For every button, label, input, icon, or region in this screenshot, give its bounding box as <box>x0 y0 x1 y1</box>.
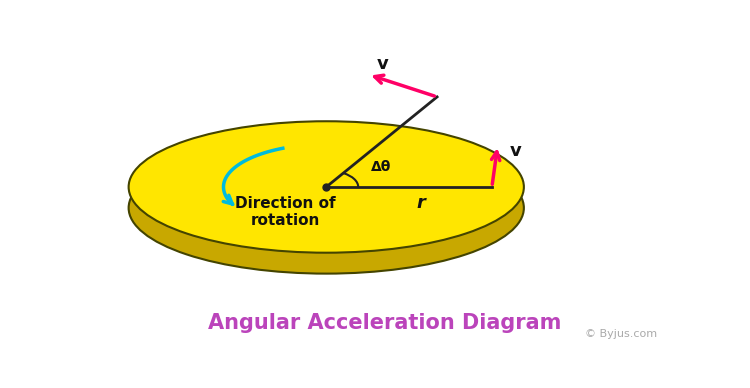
Text: r: r <box>416 194 425 213</box>
Text: Δθ: Δθ <box>371 160 392 174</box>
Text: Direction of
rotation: Direction of rotation <box>236 196 336 229</box>
Text: v: v <box>377 55 388 73</box>
Ellipse shape <box>129 121 524 253</box>
Text: Angular Acceleration Diagram: Angular Acceleration Diagram <box>208 314 561 333</box>
Text: © Byjus.com: © Byjus.com <box>586 329 658 340</box>
Text: v: v <box>509 142 521 160</box>
Ellipse shape <box>129 142 524 274</box>
